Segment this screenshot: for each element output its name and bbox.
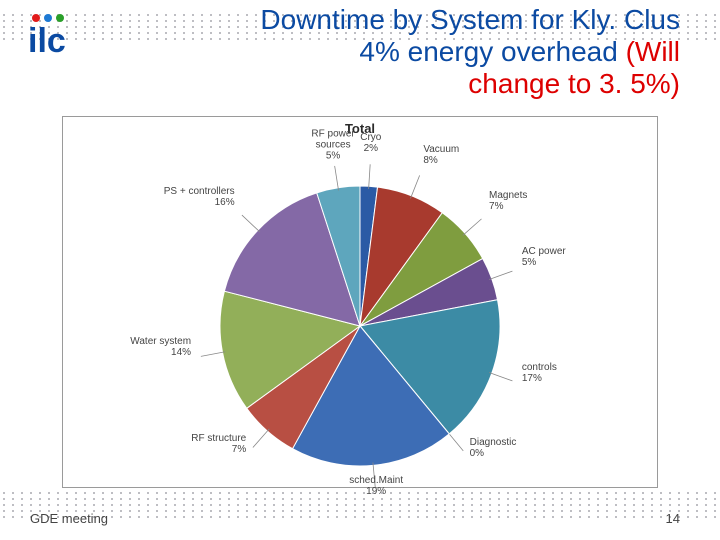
pie-label-rf-power-sources: RF powersources5% (311, 129, 354, 162)
title-line-1: Downtime by System for Kly. Clus (120, 4, 680, 36)
pie-label-vacuum: Vacuum8% (423, 144, 459, 166)
pie-label-magnets: Magnets7% (489, 190, 527, 212)
ilc-logo: ilc (26, 10, 100, 65)
page-number: 14 (666, 511, 680, 526)
title-line-2-red: (Will (626, 36, 680, 67)
pie-label-rf-structure: RF structure7% (191, 433, 246, 455)
title-line-3: change to 3. 5%) (120, 68, 680, 100)
pie-labels: Cryo2% Vacuum8% Magnets7% AC power5% control… (63, 117, 657, 487)
footer-left: GDE meeting (30, 511, 108, 526)
pie-label-cryo: Cryo2% (360, 132, 381, 154)
title-line-2: 4% energy overhead (Will (120, 36, 680, 68)
slide: ilc Downtime by System for Kly. Clus 4% … (0, 0, 720, 540)
slide-title: Downtime by System for Kly. Clus 4% ener… (120, 4, 680, 101)
logo-text: ilc (28, 22, 66, 60)
pie-label-ps-+-controllers: PS + controllers16% (164, 186, 235, 208)
pie-label-sched.maint: sched.Maint19% (349, 475, 403, 497)
pie-label-water-system: Water system14% (130, 336, 191, 358)
pie-label-controls: controls17% (522, 362, 557, 384)
pie-label-diagnostic: Diagnostic0% (470, 437, 517, 459)
title-line-2-prefix: 4% energy overhead (359, 36, 625, 67)
pie-label-ac-power: AC power5% (522, 246, 566, 268)
chart-frame: Total Cryo2%Vacuum8%Magnets7%AC power5%c… (62, 116, 658, 488)
